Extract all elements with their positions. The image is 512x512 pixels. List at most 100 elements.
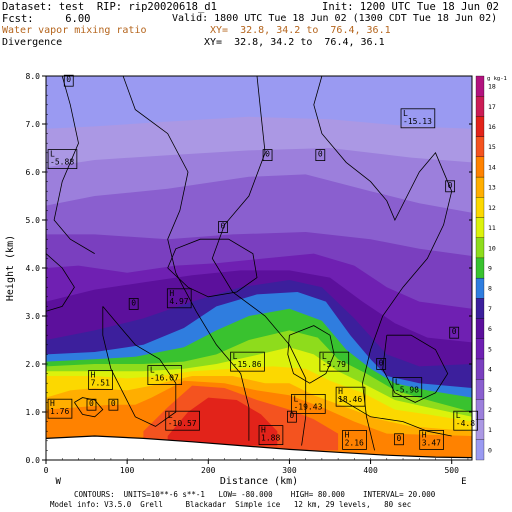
field1-name: Water vapor mixing ratio — [2, 25, 147, 36]
y-tick-label: 2.0 — [26, 360, 41, 369]
contour-label-box — [165, 410, 200, 431]
contour-label: H — [422, 430, 427, 439]
divergence-contour-10 — [337, 397, 452, 437]
colorbar-label: 6 — [488, 325, 492, 333]
divergence-contour-0 — [53, 75, 95, 254]
terrain-line — [45, 435, 473, 459]
colorbar-swatch-11 — [475, 217, 485, 238]
y-axis-label: Height (km) — [5, 235, 16, 301]
colorbar-label: 9 — [488, 265, 492, 273]
contour-label: L — [168, 411, 173, 420]
contour-label: -15.86 — [233, 360, 262, 369]
contour-label: 0 — [318, 150, 323, 159]
y-tick-label: 0.0 — [26, 456, 41, 465]
colorbar-label: 12 — [488, 204, 496, 212]
contour-label: -5.98 — [395, 386, 419, 395]
colorbar-swatch-2 — [475, 399, 485, 420]
field2-cross-section: XY= 32.8, 34.2 to 76.4, 36.1 — [204, 37, 385, 48]
divergence-contour-7 — [382, 334, 449, 403]
contour-label-box — [262, 149, 273, 162]
field1-cross-section: XY= 32.8, 34.2 to 76.4, 36.1 — [210, 25, 391, 36]
contour-label-box — [319, 351, 350, 372]
colorbar-swatch-10 — [475, 237, 485, 259]
colorbar-swatch-7 — [475, 298, 485, 319]
colorbar-label: 13 — [488, 184, 496, 192]
colorbar-swatch-5 — [475, 338, 485, 360]
contour-label: L — [403, 109, 408, 118]
contour-label: 0 — [131, 298, 136, 307]
endpoint-east: E — [461, 477, 466, 487]
colorbar-label: 11 — [488, 224, 496, 232]
contour-label: 0 — [379, 358, 384, 367]
contour-label: -10.57 — [168, 419, 197, 428]
contour-label: 0 — [452, 327, 457, 336]
x-tick-label: 300 — [282, 466, 297, 475]
contour-label-box — [108, 398, 119, 411]
colorbar-label: 8 — [488, 285, 492, 293]
dataset-label: Dataset: test RIP: rip20020618_d1 — [2, 1, 217, 13]
divergence-contour-6 — [287, 325, 335, 384]
colorbar-label: 2 — [488, 406, 492, 414]
colorbar-swatch-9 — [475, 257, 485, 279]
contour-label: 3.47 — [422, 438, 441, 447]
colorbar-label: 14 — [488, 163, 496, 171]
contour-label-box — [147, 365, 183, 386]
contour-info: CONTOURS: UNITS=10**-6 s**-1 LOW= -80.00… — [74, 490, 436, 499]
x-tick-label: 500 — [444, 466, 459, 475]
contour-label-box — [335, 386, 366, 407]
y-tick-label: 6.0 — [26, 168, 41, 177]
contour-label: 1.76 — [50, 407, 69, 416]
contour-label: -4.8 — [456, 419, 475, 428]
colorbar-swatch-6 — [475, 318, 485, 339]
divergence-contour-3 — [313, 75, 453, 451]
contour-label-box — [218, 221, 228, 234]
contour-label: 18.46 — [338, 395, 362, 404]
x-tick-label: 200 — [201, 466, 216, 475]
contour-label-box — [291, 393, 326, 414]
colorbar-label: 3 — [488, 386, 492, 394]
colorbar-label: 5 — [488, 345, 492, 353]
contour-label-box — [86, 398, 97, 411]
contour-label: H — [91, 370, 96, 379]
valid-time: Valid: 1800 UTC Tue 18 Jun 02 (1300 CDT … — [172, 13, 498, 24]
contour-label-box — [287, 410, 297, 423]
contour-label-box — [449, 326, 460, 339]
contour-label-box — [88, 369, 113, 390]
contour-label: 0 — [220, 222, 225, 231]
contour-label: 0 — [397, 434, 402, 443]
init-time: Init: 1200 UTC Tue 18 Jun 02 — [322, 1, 500, 13]
colorbar-label: 18 — [488, 83, 496, 91]
x-axis-label: Distance (km) — [220, 476, 298, 487]
contour-label: 1.88 — [261, 434, 280, 443]
contour-label-box — [166, 288, 192, 309]
colorbar-swatch-1 — [475, 419, 485, 440]
colorbar-label: 1 — [488, 426, 492, 434]
colorbar-label: 16 — [488, 123, 496, 131]
colorbar-swatch-8 — [475, 277, 485, 299]
contour-label: L — [50, 150, 55, 159]
contour-label: -16.07 — [150, 374, 179, 383]
contour-label: 0 — [289, 411, 294, 420]
divergence-contour-8 — [74, 397, 104, 418]
y-tick-label: 7.0 — [26, 120, 41, 129]
contour-label-box — [230, 351, 265, 372]
contour-label-box — [47, 398, 73, 419]
contour-label: -5.88 — [50, 158, 74, 167]
contour-label: H — [338, 387, 343, 396]
contour-label: L — [233, 352, 238, 361]
forecast-hour: Fcst: 6.00 — [2, 13, 91, 25]
divergence-contour-9 — [45, 253, 75, 312]
contour-label-box — [63, 74, 74, 87]
contour-label: 0 — [111, 399, 116, 408]
contour-label: L — [395, 378, 400, 387]
contour-label-box — [47, 149, 78, 170]
endpoint-west: W — [55, 477, 61, 487]
contour-label: 0 — [265, 150, 270, 159]
colorbar-swatch-13 — [475, 176, 485, 198]
x-tick-label: 400 — [363, 466, 378, 475]
x-tick-label: 0 — [44, 466, 49, 475]
y-tick-label: 5.0 — [26, 216, 41, 225]
contour-label-box — [376, 357, 387, 370]
